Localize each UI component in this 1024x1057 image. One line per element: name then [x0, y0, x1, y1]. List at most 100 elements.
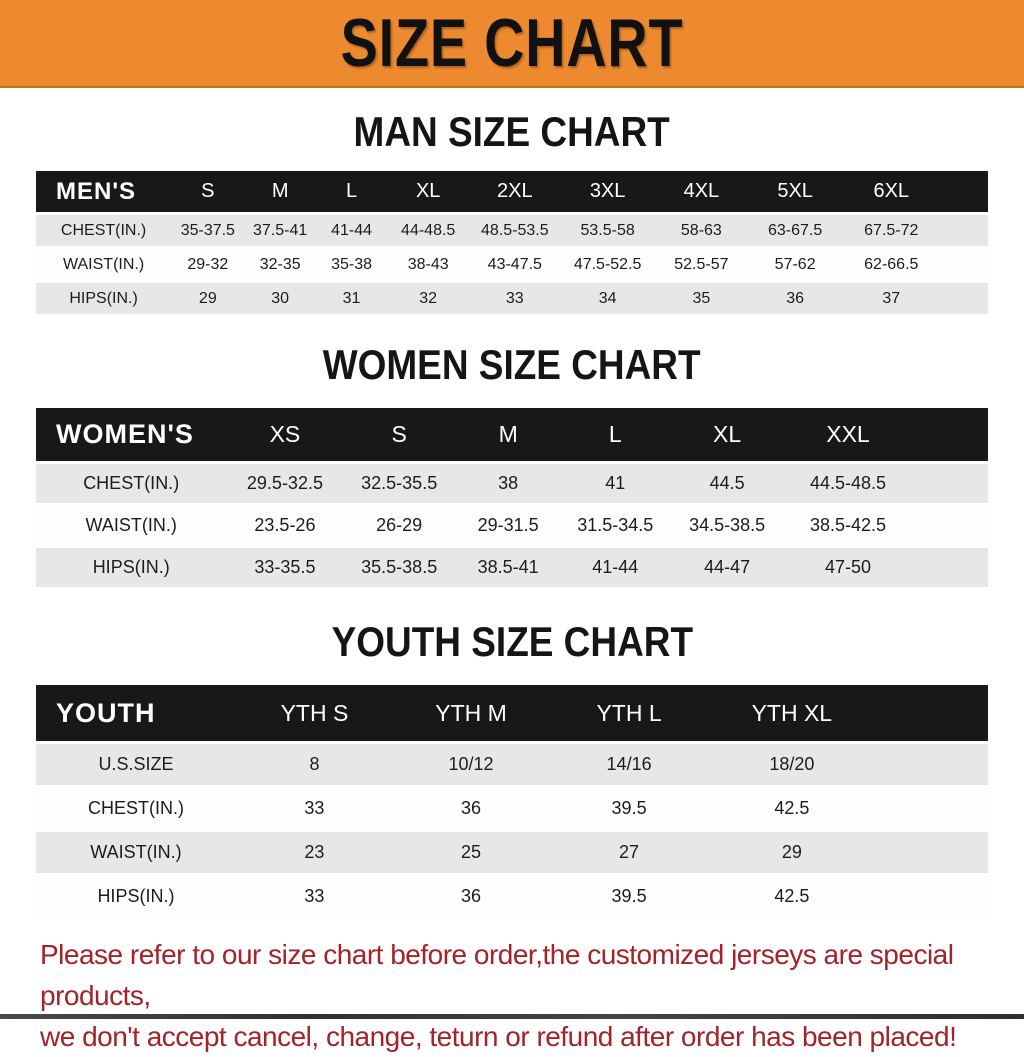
men-measurement-value: 38-43: [387, 249, 470, 280]
spacer-cell: [940, 283, 988, 314]
women-measurement-value: 44.5: [669, 464, 786, 503]
spacer-cell: [874, 832, 988, 873]
men-size-table: MEN'S S M L XL 2XL 3XL 4XL 5XL 6XL CHEST(IN.) 35-37…: [36, 168, 988, 317]
women-measurement-row: WAIST(IN.) 23.5-26 26-29 29-31.5 31.5-34.5 34…: [36, 506, 988, 545]
women-measurement-value: 44-47: [669, 548, 786, 587]
men-size-header-row: MEN'S S M L XL 2XL 3XL 4XL 5XL 6XL: [36, 171, 988, 212]
youth-measurement-value: 33: [235, 788, 393, 829]
women-measurement-value: 26-29: [343, 506, 455, 545]
men-measurement-value: 37: [842, 283, 941, 314]
youth-measurement-value: 36: [392, 788, 550, 829]
youth-measurement-value: 36: [392, 876, 550, 917]
youth-size-column-header: YTH M: [392, 685, 550, 741]
men-measurement-value: 31: [315, 283, 388, 314]
youth-measurement-value: 18/20: [709, 744, 875, 785]
youth-measurement-row: WAIST(IN.) 23 25 27 29: [36, 832, 988, 873]
men-size-column-header: 3XL: [560, 171, 655, 212]
spacer-cell: [910, 408, 988, 461]
youth-measurement-label: CHEST(IN.): [36, 788, 236, 829]
men-measurement-value: 52.5-57: [654, 249, 749, 280]
youth-measurement-value: 42.5: [709, 788, 875, 829]
men-size-chart-title: MAN SIZE CHART: [0, 108, 1024, 156]
men-measurement-value: 32: [387, 283, 470, 314]
women-measurement-row: CHEST(IN.) 29.5-32.5 32.5-35.5 38 41 44.5 44.5…: [36, 464, 988, 503]
men-measurement-value: 29: [171, 283, 245, 314]
men-measurement-value: 58-63: [654, 215, 749, 246]
men-size-column-header: 5XL: [748, 171, 843, 212]
youth-measurement-value: 25: [392, 832, 550, 873]
spacer-cell: [910, 548, 988, 587]
youth-size-column-header: YTH S: [235, 685, 393, 741]
youth-measurement-value: 29: [709, 832, 875, 873]
men-measurement-value: 57-62: [748, 249, 843, 280]
size-chart-sections: MAN SIZE CHART MEN'S S M L XL 2XL 3XL 4XL 5XL 6XL C…: [0, 108, 1024, 920]
men-measurement-value: 48.5-53.5: [469, 215, 561, 246]
men-measurement-value: 41-44: [315, 215, 388, 246]
spacer-cell: [940, 171, 988, 212]
page-title: SIZE CHART: [340, 5, 684, 81]
youth-measurement-row: CHEST(IN.) 33 36 39.5 42.5: [36, 788, 988, 829]
youth-measurement-label: WAIST(IN.): [36, 832, 236, 873]
men-measurement-value: 37.5-41: [244, 215, 316, 246]
women-measurement-value: 29.5-32.5: [226, 464, 344, 503]
women-size-column-header: XXL: [785, 408, 911, 461]
men-size-column-header: 4XL: [654, 171, 749, 212]
youth-measurement-value: 14/16: [549, 744, 710, 785]
women-size-chart-title: WOMEN SIZE CHART: [0, 341, 1024, 389]
youth-measurement-value: 27: [549, 832, 710, 873]
women-size-header-row: WOMEN'S XS S M L XL XXL: [36, 408, 988, 461]
youth-measurement-value: 39.5: [549, 788, 710, 829]
spacer-cell: [940, 249, 988, 280]
men-measurement-row: CHEST(IN.) 35-37.5 37.5-41 41-44 44-48.5 48.5…: [36, 215, 988, 246]
men-measurement-value: 35-38: [315, 249, 388, 280]
women-measurement-label: HIPS(IN.): [36, 548, 227, 587]
men-size-column-header: XL: [387, 171, 470, 212]
women-measurement-value: 38.5-42.5: [785, 506, 911, 545]
men-measurement-value: 35-37.5: [171, 215, 245, 246]
youth-size-column-header: YTH L: [549, 685, 710, 741]
men-measurement-value: 67.5-72: [842, 215, 941, 246]
women-measurement-value: 38: [454, 464, 562, 503]
youth-size-chart-title: YOUTH SIZE CHART: [0, 618, 1024, 666]
women-measurement-label: WAIST(IN.): [36, 506, 227, 545]
men-group-label: MEN'S: [36, 171, 172, 212]
women-measurement-value: 34.5-38.5: [669, 506, 786, 545]
women-measurement-label: CHEST(IN.): [36, 464, 227, 503]
youth-measurement-value: 10/12: [392, 744, 550, 785]
men-size-column-header: M: [244, 171, 316, 212]
men-measurement-row: HIPS(IN.) 29 30 31 32 33 34 35 36 37: [36, 283, 988, 314]
disclaimer: Please refer to our size chart before or…: [40, 934, 1004, 1057]
men-measurement-value: 43-47.5: [469, 249, 561, 280]
men-measurement-value: 62-66.5: [842, 249, 941, 280]
youth-measurement-label: U.S.SIZE: [36, 744, 236, 785]
women-size-table: WOMEN'S XS S M L XL XXL CHEST(IN.) 29.5-32.5 32.5…: [36, 405, 988, 590]
spacer-cell: [874, 788, 988, 829]
men-size-column-header: S: [171, 171, 245, 212]
women-measurement-value: 47-50: [785, 548, 911, 587]
men-measurement-label: WAIST(IN.): [36, 249, 172, 280]
men-measurement-value: 53.5-58: [560, 215, 655, 246]
men-measurement-value: 33: [469, 283, 561, 314]
spacer-cell: [940, 215, 988, 246]
youth-size-table: YOUTH YTH S YTH M YTH L YTH XL U.S.SIZE 8 10/12…: [36, 682, 988, 920]
women-measurement-value: 33-35.5: [226, 548, 344, 587]
men-measurement-value: 34: [560, 283, 655, 314]
women-measurement-value: 35.5-38.5: [343, 548, 455, 587]
men-measurement-value: 47.5-52.5: [560, 249, 655, 280]
men-measurement-value: 29-32: [171, 249, 245, 280]
women-size-column-header: XL: [669, 408, 786, 461]
women-measurement-value: 44.5-48.5: [785, 464, 911, 503]
women-measurement-value: 31.5-34.5: [561, 506, 670, 545]
men-measurement-value: 63-67.5: [748, 215, 843, 246]
women-measurement-value: 41-44: [561, 548, 670, 587]
men-size-column-header: 6XL: [842, 171, 941, 212]
youth-measurement-value: 8: [235, 744, 393, 785]
men-measurement-value: 36: [748, 283, 843, 314]
women-size-chart-title-text: WOMEN SIZE CHART: [323, 341, 701, 388]
youth-measurement-value: 42.5: [709, 876, 875, 917]
spacer-cell: [874, 685, 988, 741]
youth-measurement-value: 23: [235, 832, 393, 873]
youth-measurement-row: HIPS(IN.) 33 36 39.5 42.5: [36, 876, 988, 917]
men-measurement-value: 44-48.5: [387, 215, 470, 246]
youth-measurement-label: HIPS(IN.): [36, 876, 236, 917]
